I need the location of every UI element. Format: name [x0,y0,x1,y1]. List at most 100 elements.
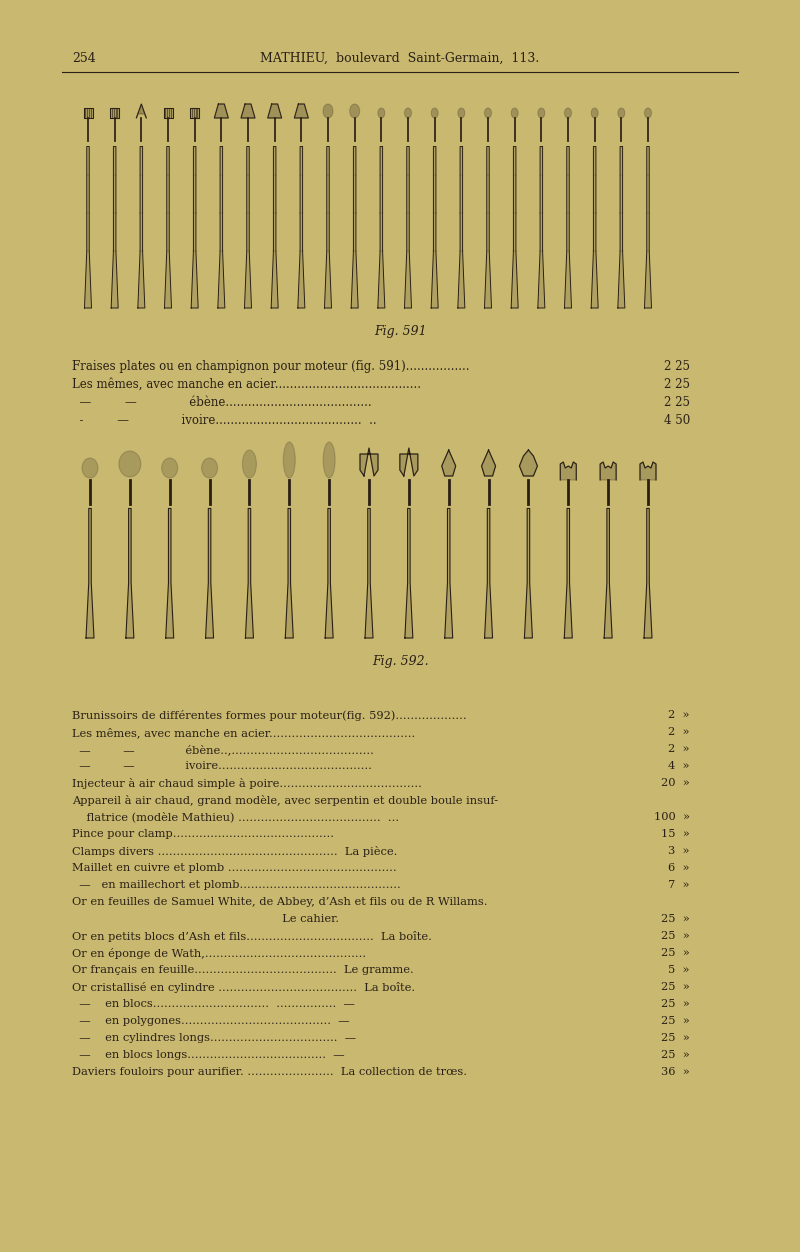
Ellipse shape [405,108,411,118]
Polygon shape [206,508,214,639]
Polygon shape [640,462,656,480]
Polygon shape [286,508,294,639]
Text: Le cahier.: Le cahier. [72,914,339,924]
Text: Les mêmes, avec manche en acier.......................................: Les mêmes, avec manche en acier.........… [72,727,415,737]
Text: Appareil à air chaud, grand modèle, avec serpentin et double boule insuf-: Appareil à air chaud, grand modèle, avec… [72,795,498,806]
Text: flatrice (modèle Mathieu) ......................................  ...: flatrice (modèle Mathieu) ..............… [72,813,399,823]
Polygon shape [165,146,171,308]
Polygon shape [245,146,251,308]
Polygon shape [519,449,538,476]
Polygon shape [268,104,282,118]
Text: Or français en feuille......................................  Le gramme.: Or français en feuille..................… [72,965,414,975]
Ellipse shape [538,108,545,118]
Polygon shape [405,508,413,639]
Ellipse shape [511,108,518,118]
Text: —         —              ébène.......................................: — — ébène...............................… [72,396,372,409]
Ellipse shape [565,108,571,118]
Text: 100  »: 100 » [654,813,690,823]
Text: 2  »: 2 » [669,744,690,754]
Polygon shape [246,508,254,639]
Polygon shape [644,508,652,639]
Text: Or en feuilles de Samuel White, de Abbey, d’Ash et fils ou de R Willams.: Or en feuilles de Samuel White, de Abbey… [72,896,487,906]
Polygon shape [564,508,572,639]
Ellipse shape [458,108,465,118]
Polygon shape [604,508,612,639]
Ellipse shape [323,442,335,478]
Polygon shape [525,508,533,639]
Text: Maillet en cuivre et plomb .............................................: Maillet en cuivre et plomb .............… [72,863,397,873]
Text: Or en éponge de Wath,...........................................: Or en éponge de Wath,...................… [72,948,366,959]
Text: 4  »: 4 » [669,761,690,771]
Polygon shape [214,104,228,118]
Ellipse shape [645,108,651,118]
Text: 25  »: 25 » [662,931,690,942]
Text: —    en blocs...............................  ................  —: — en blocs..............................… [72,999,355,1009]
Text: —    en blocs longs.....................................  —: — en blocs longs........................… [72,1050,345,1060]
Text: 5  »: 5 » [669,965,690,975]
Polygon shape [431,146,438,308]
Polygon shape [378,146,385,308]
Ellipse shape [323,104,333,118]
Text: Or cristallisé en cylindre .....................................  La boîte.: Or cristallisé en cylindre .............… [72,982,415,993]
Text: —   en maillechort et plomb...........................................: — en maillechort et plomb...............… [72,880,401,890]
Polygon shape [126,508,134,639]
Ellipse shape [119,451,141,477]
Polygon shape [166,508,174,639]
Text: —         —              ébène..,......................................: — — ébène..,............................… [72,744,374,755]
Polygon shape [325,146,331,308]
Text: Les mêmes, avec manche en acier.......................................: Les mêmes, avec manche en acier.........… [72,378,421,391]
Text: 2 25: 2 25 [664,361,690,373]
Text: Fig. 591: Fig. 591 [374,326,426,338]
Polygon shape [485,146,491,308]
Polygon shape [618,146,625,308]
Text: Pince pour clamp...........................................: Pince pour clamp........................… [72,829,334,839]
Ellipse shape [283,442,295,478]
Text: 20  »: 20 » [662,777,690,788]
Text: 25  »: 25 » [662,1017,690,1025]
Text: —    en polygones........................................  —: — en polygones..........................… [72,1017,350,1025]
Text: 6  »: 6 » [669,863,690,873]
Polygon shape [591,146,598,308]
Polygon shape [482,449,495,476]
Text: 2 25: 2 25 [664,378,690,391]
Text: 2  »: 2 » [669,727,690,737]
Text: Daviers fouloirs pour aurifier. .......................  La collection de trœs.: Daviers fouloirs pour aurifier. ........… [72,1067,467,1077]
Polygon shape [218,146,225,308]
Text: Or en petits blocs d’Ash et fils..................................  La boîte.: Or en petits blocs d’Ash et fils........… [72,931,432,942]
Text: -         —              ivoire.......................................  ..: - — ivoire..............................… [72,414,377,427]
Polygon shape [485,508,493,639]
Polygon shape [538,146,545,308]
Polygon shape [445,508,453,639]
Ellipse shape [378,108,385,118]
Ellipse shape [350,104,360,118]
Text: Injecteur à air chaud simple à poire......................................: Injecteur à air chaud simple à poire....… [72,777,422,789]
Polygon shape [241,104,255,118]
Ellipse shape [591,108,598,118]
Polygon shape [351,146,358,308]
Polygon shape [136,104,146,118]
Text: 254: 254 [72,53,96,65]
Polygon shape [400,448,418,476]
Text: 2 25: 2 25 [664,396,690,409]
Ellipse shape [202,458,218,478]
Ellipse shape [618,108,625,118]
Text: —         —              ivoire.........................................: — — ivoire..............................… [72,761,372,771]
Text: 25  »: 25 » [662,1050,690,1060]
Text: 25  »: 25 » [662,914,690,924]
Polygon shape [298,146,305,308]
Ellipse shape [242,449,257,478]
Text: 25  »: 25 » [662,1033,690,1043]
Text: 36  »: 36 » [662,1067,690,1077]
Polygon shape [365,508,373,639]
Text: 3  »: 3 » [669,846,690,856]
Text: MATHIEU,  boulevard  Saint-Germain,  113.: MATHIEU, boulevard Saint-Germain, 113. [260,53,540,65]
Text: 25  »: 25 » [662,982,690,992]
Polygon shape [86,508,94,639]
Polygon shape [85,146,91,308]
Polygon shape [511,146,518,308]
Polygon shape [325,508,333,639]
Polygon shape [294,104,308,118]
Text: 15  »: 15 » [662,829,690,839]
Text: —    en cylindres longs..................................  —: — en cylindres longs....................… [72,1033,356,1043]
Text: 25  »: 25 » [662,999,690,1009]
